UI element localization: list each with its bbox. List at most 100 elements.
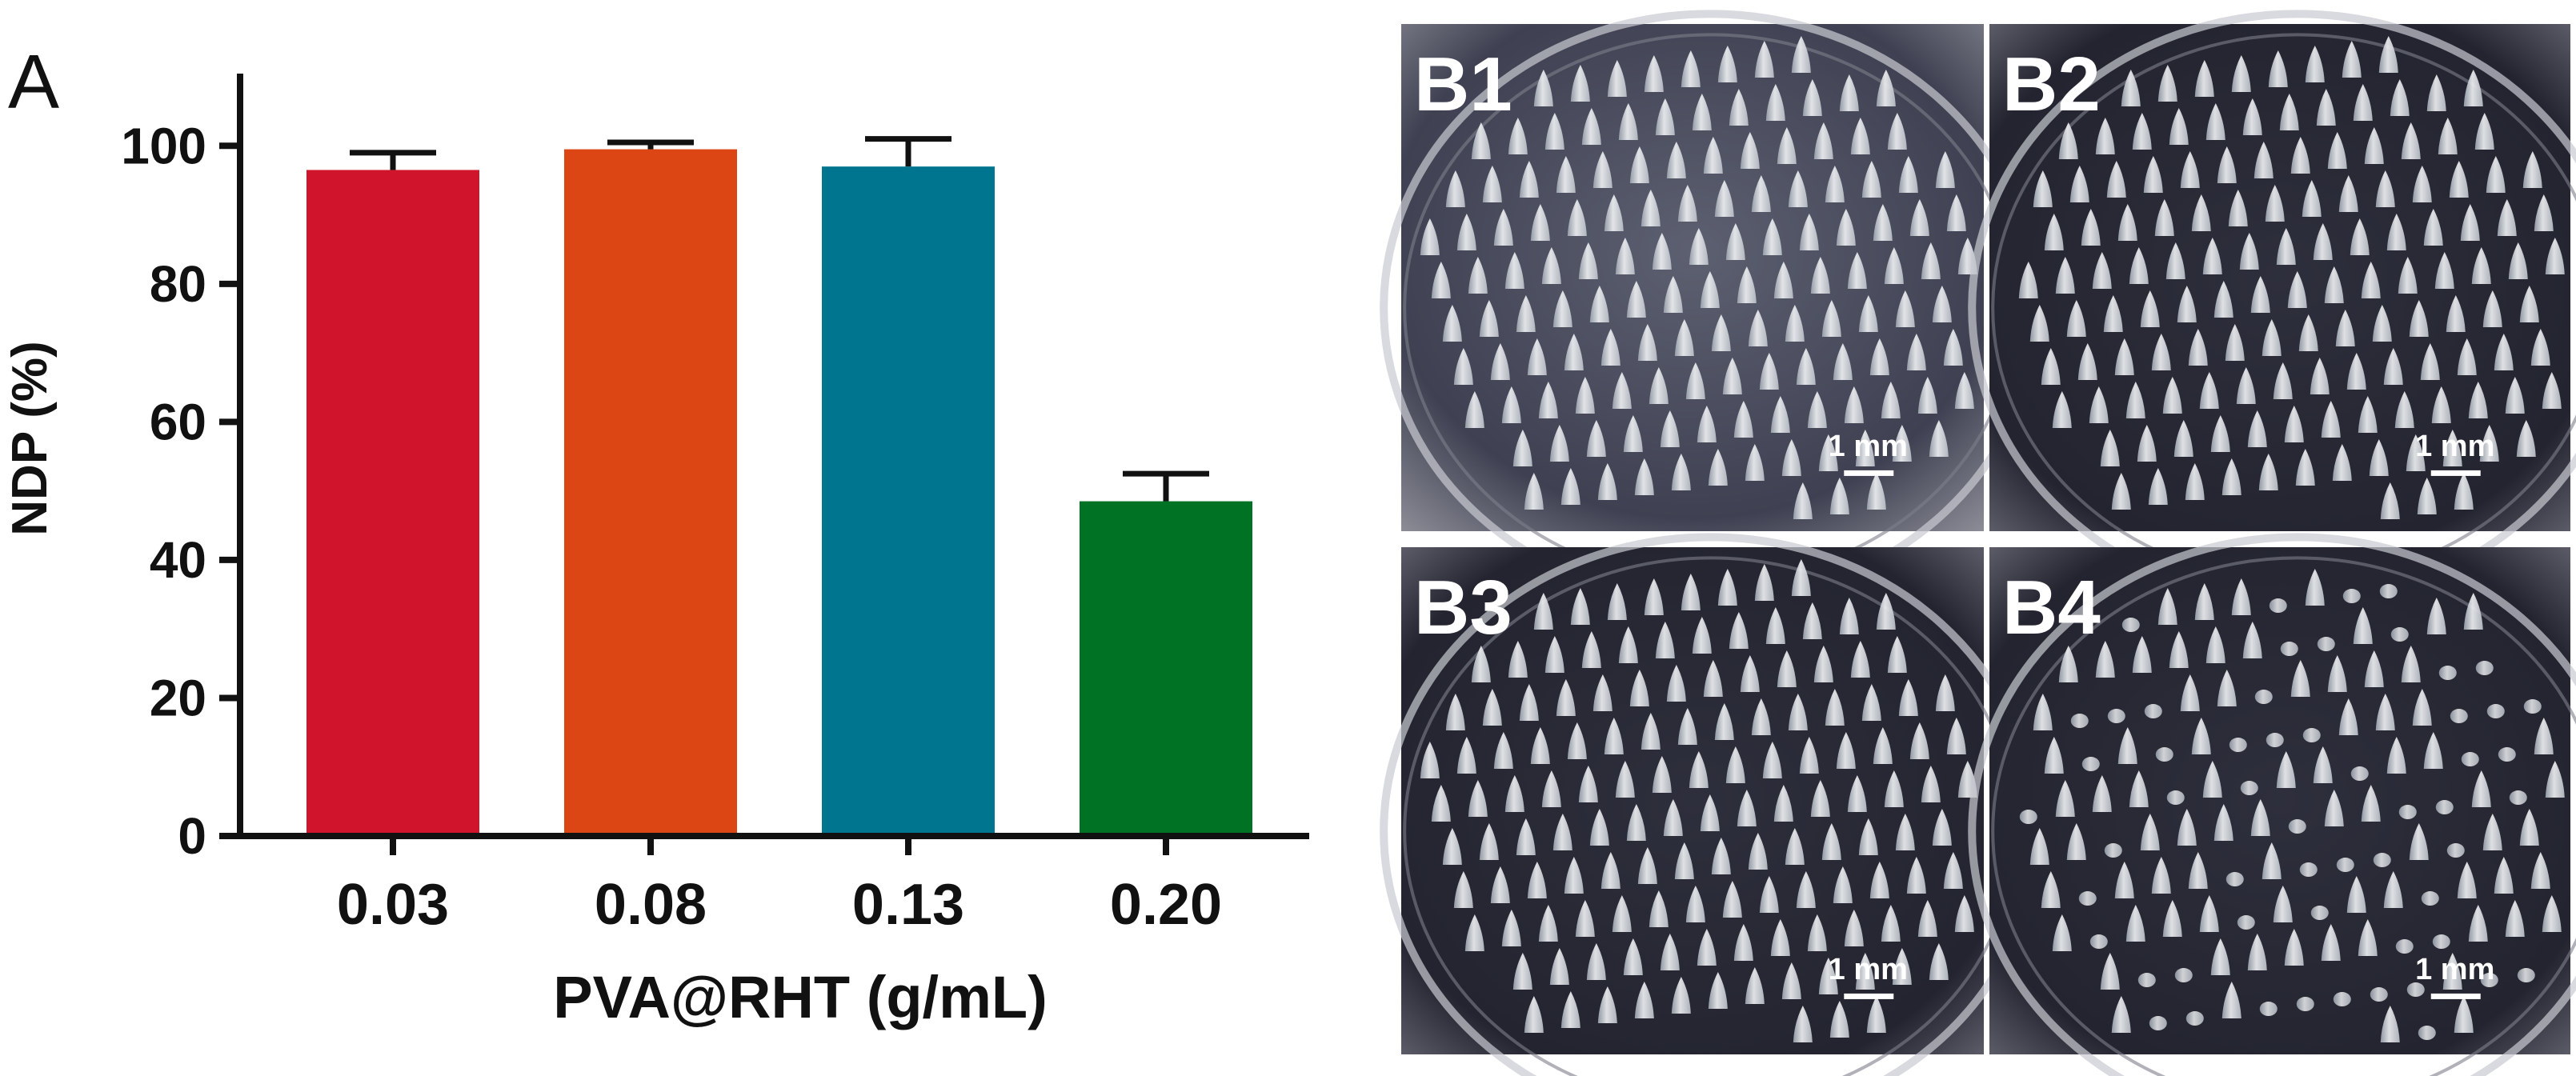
microneedle: [2358, 919, 2378, 957]
microneedle: [1884, 247, 1904, 285]
microneedle: [1524, 473, 1544, 510]
microneedle: [2494, 857, 2514, 894]
microneedle: [1560, 991, 1580, 1029]
microneedle: [1892, 425, 1912, 462]
microneedle: [1833, 866, 1853, 904]
microneedle: [1637, 324, 1657, 362]
microneedle: [1479, 823, 1499, 861]
panel-label-a: A: [8, 39, 59, 125]
microneedle: [2236, 367, 2256, 405]
broken-needle: [2317, 637, 2335, 652]
microneedle: [1825, 689, 1845, 726]
microneedle: [1861, 161, 1881, 198]
scale-bar: [1844, 993, 1894, 999]
microneedle: [2390, 79, 2410, 117]
microneedle: [2423, 732, 2443, 770]
microneedle: [2401, 646, 2421, 683]
microneedle: [1703, 660, 1723, 698]
bar-0.08: [564, 149, 737, 836]
microneedle: [1641, 190, 1661, 227]
microneedle: [2132, 113, 2152, 150]
microneedle: [2180, 674, 2200, 712]
microneedle: [1615, 238, 1635, 275]
broken-needle: [2446, 843, 2465, 858]
microneedle: [2446, 295, 2466, 333]
broken-needle: [2155, 747, 2173, 762]
microneedle: [2247, 934, 2267, 971]
microneedle: [1906, 334, 1926, 371]
microneedle: [1770, 919, 1790, 957]
microneedle: [2210, 415, 2230, 453]
microneedle: [1909, 199, 1929, 237]
microneedle: [2369, 439, 2389, 477]
microneedle: [2338, 698, 2358, 736]
microneedle: [2191, 194, 2211, 232]
microneedle: [1508, 641, 1528, 678]
microneedle: [1541, 247, 1561, 285]
microneedle: [1504, 252, 1524, 290]
microneedle: [2129, 247, 2149, 285]
microneedle: [2364, 127, 2384, 165]
microneedle: [1751, 175, 1771, 213]
broken-needle: [2089, 934, 2108, 950]
microneedle-array: [1420, 36, 1977, 520]
microneedle: [2442, 430, 2462, 467]
microneedle: [2474, 113, 2494, 150]
microneedle: [2364, 650, 2384, 688]
microneedle: [2434, 252, 2454, 290]
microneedle: [1751, 698, 1771, 736]
microneedle: [1490, 343, 1510, 381]
microneedle: [1493, 209, 1513, 246]
microneedle: [1793, 1006, 1813, 1043]
panel-label-b4: B4: [2002, 565, 2101, 650]
broken-needle: [2166, 790, 2185, 806]
broken-needle: [2299, 862, 2318, 878]
microneedle: [2169, 631, 2189, 669]
broken-needle: [2435, 800, 2454, 815]
microneedle: [2132, 636, 2152, 674]
microneedle: [2125, 382, 2145, 419]
microneedle: [1552, 814, 1572, 851]
microneedle: [2262, 842, 2282, 880]
microneedle: [1604, 718, 1624, 755]
microneedle: [2324, 266, 2344, 304]
microneedle: [2092, 252, 2112, 290]
microneedle: [1634, 982, 1654, 1019]
broken-needle: [2379, 584, 2398, 599]
microneedle: [1717, 46, 1737, 83]
microneedle: [2029, 828, 2049, 866]
broken-needle: [2302, 728, 2321, 743]
microneedle: [1881, 382, 1901, 419]
microneedle: [1556, 679, 1576, 717]
microneedle: [2463, 593, 2483, 630]
broken-needle: [2019, 810, 2037, 825]
microneedle: [2202, 238, 2222, 275]
microneedle: [2519, 286, 2539, 323]
microneedle: [1697, 929, 1717, 966]
microneedle: [2268, 50, 2288, 88]
microneedle: [2534, 718, 2554, 755]
microneedle: [2457, 338, 2477, 376]
microneedle: [2479, 425, 2499, 462]
microneedle: [1626, 804, 1646, 842]
microneedle: [2412, 166, 2432, 203]
microneedle: [1564, 857, 1584, 894]
microneedle: [2213, 281, 2233, 318]
microneedle: [2157, 588, 2177, 626]
microneedle: [1932, 286, 1952, 323]
microneedle: [1855, 430, 1875, 467]
microneedle: [2165, 242, 2185, 280]
microneedle: [1711, 314, 1731, 352]
microneedle: [1538, 382, 1558, 419]
microneedle: [1692, 94, 1712, 131]
microneedle: [2151, 857, 2171, 894]
microneedle: [1692, 617, 1712, 654]
microneedle: [1431, 262, 1451, 299]
microneedle: [1471, 122, 1491, 160]
microneedle: [2332, 444, 2352, 482]
microneedle: [2305, 46, 2325, 83]
scale-bar: [1844, 470, 1894, 476]
microneedle: [1844, 386, 1864, 424]
microneedle: [1564, 334, 1584, 371]
microneedle: [1618, 103, 1638, 141]
